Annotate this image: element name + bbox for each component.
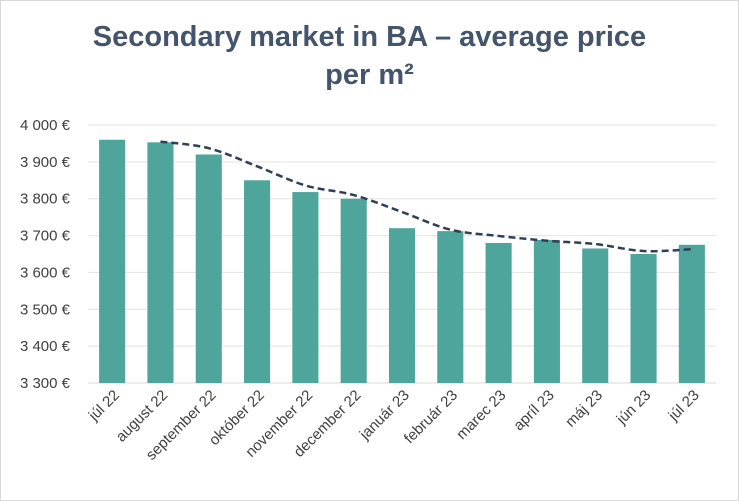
y-tick-label: 3 800 € bbox=[20, 191, 71, 208]
bar-január-23 bbox=[388, 228, 416, 383]
y-tick-label: 3 900 € bbox=[20, 154, 71, 171]
y-tick-label: 3 700 € bbox=[20, 228, 71, 245]
bar-jún-23 bbox=[630, 254, 657, 383]
bar-júl-22 bbox=[99, 139, 126, 383]
bar-máj-23 bbox=[582, 248, 609, 383]
bar-august-22 bbox=[147, 142, 174, 383]
x-tick-label: máj 23 bbox=[562, 387, 606, 431]
bar-marec-23 bbox=[485, 242, 512, 383]
chart-title-line1: Secondary market in BA – average price bbox=[92, 21, 647, 53]
bar-december-22 bbox=[340, 198, 367, 383]
y-tick-label: 3 300 € bbox=[20, 375, 71, 392]
x-tick-label: marec 23 bbox=[453, 387, 509, 443]
trend-line bbox=[160, 140, 692, 253]
bar-október-22 bbox=[244, 180, 271, 383]
y-tick-label: 3 500 € bbox=[20, 301, 71, 318]
bar-apríl-23 bbox=[533, 239, 560, 383]
x-tick-label: jún 23 bbox=[613, 387, 655, 429]
bar-september-22 bbox=[195, 154, 222, 383]
chart-title: Secondary market in BA – average price p… bbox=[0, 18, 739, 94]
y-tick-label: 4 000 € bbox=[20, 117, 71, 134]
x-tick-label: júl 22 bbox=[85, 387, 123, 425]
bar-november-22 bbox=[292, 192, 319, 383]
x-tick-label: júl 23 bbox=[665, 387, 703, 425]
bar-júl-23 bbox=[678, 244, 705, 383]
y-axis: 3 300 € 3 400 € 3 500 € 3 600 € 3 700 € 3 800… bbox=[20, 117, 71, 392]
y-tick-label: 3 600 € bbox=[20, 264, 71, 281]
y-tick-label: 3 400 € bbox=[20, 338, 71, 355]
bar-február-23 bbox=[437, 231, 464, 383]
bars bbox=[99, 139, 705, 383]
trend-line-path bbox=[160, 140, 692, 253]
x-tick-label: apríl 23 bbox=[510, 387, 557, 434]
chart-title-line2: per m² bbox=[325, 59, 414, 91]
